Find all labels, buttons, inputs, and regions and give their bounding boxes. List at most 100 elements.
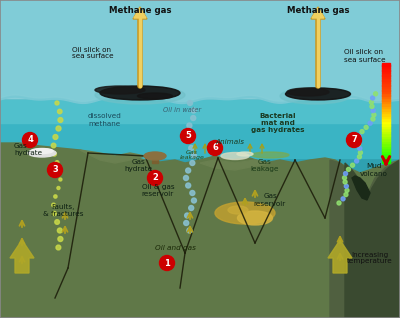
Ellipse shape [238,211,272,225]
Circle shape [58,169,61,173]
Text: Gas
hydrate: Gas hydrate [124,158,152,171]
Circle shape [358,155,362,159]
Bar [382,142,390,146]
Circle shape [368,121,372,125]
Bar [382,85,390,88]
Circle shape [356,138,360,142]
Circle shape [192,198,196,203]
Bar [382,98,390,100]
Circle shape [187,123,192,128]
Text: Mud
volcano: Mud volcano [360,163,388,176]
Circle shape [342,176,346,180]
Circle shape [51,143,56,148]
Circle shape [345,188,349,192]
Bar [382,153,390,156]
Bar [382,133,390,135]
Polygon shape [134,8,146,18]
Polygon shape [312,8,324,18]
Bar [0,100,400,123]
Text: 5: 5 [185,132,191,141]
Text: Methane gas: Methane gas [109,6,171,15]
Ellipse shape [28,149,56,157]
Circle shape [52,211,56,216]
Circle shape [55,101,59,105]
Bar [382,120,390,123]
Text: Faults,
& fractures: Faults, & fractures [43,204,83,217]
Bar [382,115,390,118]
Circle shape [59,178,62,181]
Ellipse shape [280,88,350,104]
Text: Gas
leakage: Gas leakage [251,158,279,171]
Bar [382,65,390,68]
Bar [382,145,390,148]
Polygon shape [200,160,270,170]
Text: 6: 6 [212,143,218,153]
Bar [382,67,390,71]
Bar [382,155,390,158]
Bar [382,95,390,98]
Ellipse shape [95,86,185,104]
Bar [382,78,390,80]
Bar [0,218,400,318]
Circle shape [188,100,192,106]
Ellipse shape [100,86,180,100]
Bar [382,135,390,138]
Circle shape [180,128,196,143]
Circle shape [358,151,362,155]
Circle shape [52,203,56,207]
Bar [382,70,390,73]
Circle shape [187,228,192,233]
Ellipse shape [95,86,145,94]
Bar [0,178,400,318]
Circle shape [346,167,350,171]
Bar [382,160,390,163]
Bar [382,122,390,126]
Circle shape [186,183,191,188]
Circle shape [148,170,162,185]
Text: 7: 7 [351,135,357,144]
Text: 2: 2 [152,174,158,183]
Circle shape [341,197,345,201]
Circle shape [372,113,376,117]
Circle shape [184,220,189,225]
Polygon shape [80,150,145,163]
Text: Gas
hydrate: Gas hydrate [14,143,42,156]
Text: Gas
reservoir: Gas reservoir [254,193,286,206]
Bar [382,107,390,110]
Ellipse shape [286,88,350,100]
Circle shape [357,134,361,138]
Circle shape [185,213,190,218]
Circle shape [370,96,374,100]
Circle shape [56,245,61,250]
Ellipse shape [228,206,248,214]
Ellipse shape [251,152,289,158]
Circle shape [185,138,190,143]
Text: Methane gas: Methane gas [287,6,349,15]
Bar [382,150,390,153]
Circle shape [364,125,368,129]
Polygon shape [352,176,370,200]
Bar [382,140,390,143]
Circle shape [190,161,195,165]
Bar [382,125,390,128]
Circle shape [192,153,196,158]
Circle shape [343,180,347,184]
Circle shape [346,133,362,148]
Circle shape [344,184,348,188]
Circle shape [53,135,58,140]
Circle shape [344,172,348,176]
Ellipse shape [221,153,249,160]
Bar [382,75,390,78]
Bar [0,0,400,100]
Circle shape [56,126,61,131]
Text: 3: 3 [52,165,58,175]
Circle shape [374,92,378,96]
Text: 1: 1 [164,259,170,267]
Bar [382,128,390,130]
Circle shape [191,108,196,113]
Polygon shape [10,240,34,273]
Circle shape [337,201,341,205]
Circle shape [58,109,62,114]
Ellipse shape [287,88,329,96]
Polygon shape [133,7,147,19]
